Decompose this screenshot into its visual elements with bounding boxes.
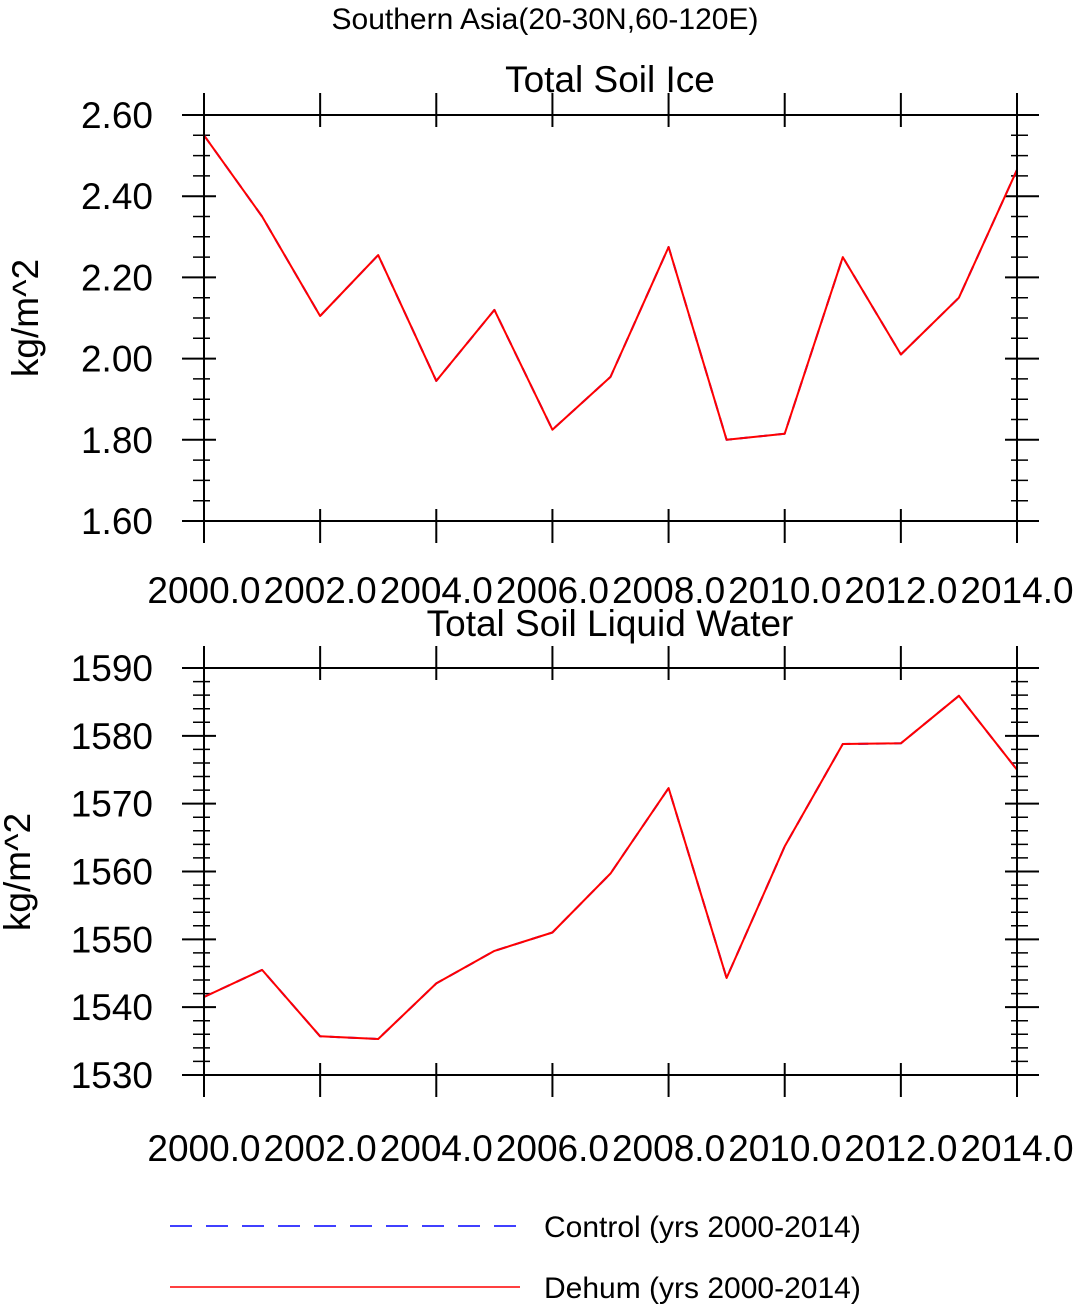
y-tick-label: 2.20	[81, 257, 153, 298]
y-tick-label: 1530	[71, 1055, 153, 1096]
x-tick-label: 2010.0	[728, 570, 841, 611]
x-tick-label: 2012.0	[844, 570, 957, 611]
axis-ticks	[182, 646, 1039, 1097]
series-line	[203, 134, 1018, 441]
figure-suptitle: Southern Asia(20-30N,60-120E)	[332, 3, 759, 36]
x-tick-labels: 2000.0 2002.0 2004.0 2006.0 2008.0 2010.0 2012…	[147, 570, 1073, 611]
x-tick-label: 2014.0	[960, 1128, 1073, 1169]
x-tick-label: 2000.0	[147, 1128, 260, 1169]
y-tick-label: 2.60	[81, 95, 153, 136]
axis-ticks	[182, 93, 1039, 543]
y-tick-label: 1590	[71, 648, 153, 689]
legend-label-dehum: Dehum (yrs 2000-2014)	[544, 1272, 861, 1305]
x-tick-label: 2008.0	[612, 1128, 725, 1169]
y-tick-label: 1550	[71, 919, 153, 960]
panel-total-soil-ice: Total Soil Ice kg/m^2 1.60 1.80 2.00 2.20 2.…	[5, 59, 1074, 611]
y-tick-label: 2.00	[81, 339, 153, 380]
y-axis-label: kg/m^2	[5, 259, 46, 377]
x-tick-label: 2004.0	[380, 1128, 493, 1169]
x-tick-label: 2006.0	[496, 570, 609, 611]
x-tick-label: 2010.0	[728, 1128, 841, 1169]
series-lines	[203, 134, 1018, 441]
plot-frame	[203, 114, 1018, 522]
y-tick-labels: 1.60 1.80 2.00 2.20 2.40 2.60	[81, 95, 153, 542]
y-tick-label: 1570	[71, 784, 153, 825]
series-line	[203, 694, 1018, 1040]
legend: Control (yrs 2000-2014) Dehum (yrs 2000-…	[170, 1211, 861, 1305]
panel-title: Total Soil Ice	[505, 59, 715, 100]
x-tick-labels: 2000.0 2002.0 2004.0 2006.0 2008.0 2010.0 2012…	[147, 1128, 1073, 1169]
x-tick-label: 2014.0	[960, 570, 1073, 611]
y-axis-label: kg/m^2	[0, 813, 38, 931]
y-tick-label: 1.80	[81, 420, 153, 461]
legend-label-control: Control (yrs 2000-2014)	[544, 1211, 861, 1244]
y-tick-label: 1540	[71, 987, 153, 1028]
series-lines	[203, 694, 1018, 1040]
y-tick-label: 1560	[71, 852, 153, 893]
x-tick-label: 2008.0	[612, 570, 725, 611]
x-tick-label: 2000.0	[147, 570, 260, 611]
y-tick-label: 1580	[71, 716, 153, 757]
y-tick-label: 2.40	[81, 176, 153, 217]
y-tick-label: 1.60	[81, 501, 153, 542]
legend-entry-dehum: Dehum (yrs 2000-2014)	[170, 1272, 861, 1305]
series-line	[203, 694, 1018, 1040]
x-tick-label: 2002.0	[264, 570, 377, 611]
panel-title: Total Soil Liquid Water	[427, 603, 794, 644]
series-line	[203, 134, 1018, 441]
panel-total-soil-liquid-water: Total Soil Liquid Water kg/m^2 153015401…	[0, 603, 1074, 1169]
plot-frame	[203, 667, 1018, 1076]
x-tick-label: 2012.0	[844, 1128, 957, 1169]
x-tick-label: 2004.0	[380, 570, 493, 611]
y-tick-labels: 1530 1540 1550 1560 1570 1580 1590	[71, 648, 153, 1096]
x-tick-label: 2002.0	[264, 1128, 377, 1169]
x-tick-label: 2006.0	[496, 1128, 609, 1169]
legend-entry-control: Control (yrs 2000-2014)	[170, 1211, 861, 1244]
